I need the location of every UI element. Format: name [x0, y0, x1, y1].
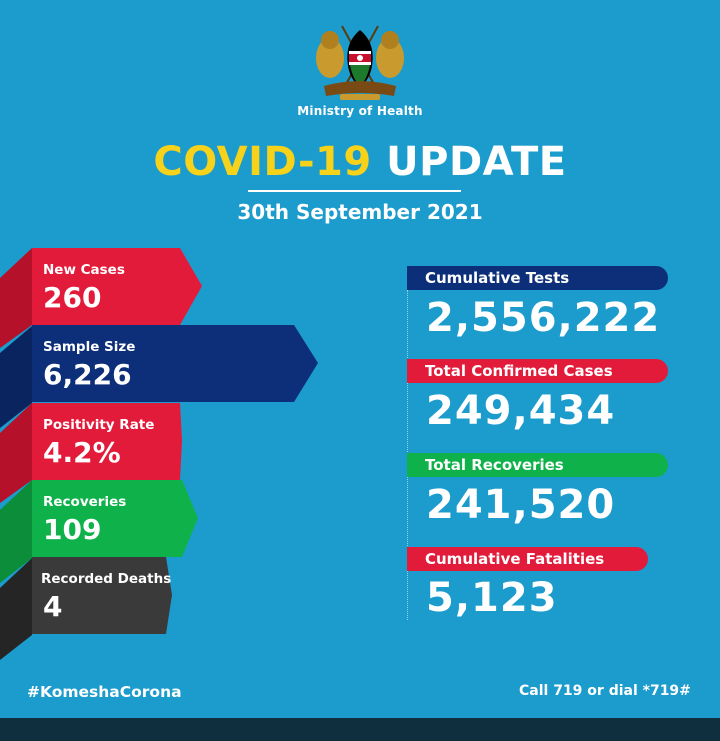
stat-label: New Cases	[43, 262, 125, 278]
cumulative-tests-label-pill: Cumulative Tests	[407, 266, 668, 290]
stack-side-tabs	[0, 248, 32, 660]
cumulative-fatalities-label: Cumulative Fatalities	[425, 550, 605, 568]
stat-value: 260	[43, 281, 102, 314]
stat-label: Positivity Rate	[43, 417, 155, 433]
cumulative-tests-label: Cumulative Tests	[425, 269, 570, 287]
total-confirmed-value: 249,434	[426, 388, 616, 434]
stat-label: Recoveries	[43, 494, 127, 510]
total-recoveries-value: 241,520	[426, 482, 616, 528]
stat-value: 4.2%	[43, 436, 121, 469]
stat-recoveries: Recoveries 109	[32, 480, 198, 557]
coat-of-arms-icon	[316, 25, 404, 100]
hotline-text: Call 719 or dial *719#	[519, 683, 691, 699]
hashtag-komesha-corona: #KomeshaCorona	[27, 683, 182, 701]
total-confirmed-label-pill: Total Confirmed Cases	[407, 359, 668, 383]
stat-positivity-rate: Positivity Rate 4.2%	[32, 403, 202, 480]
stat-recorded-deaths: Recorded Deaths 4	[32, 557, 172, 634]
cumulative-tests-value: 2,556,222	[426, 295, 661, 341]
stat-sample-size: Sample Size 6,226	[32, 325, 318, 402]
title-covid: COVID-19	[153, 139, 372, 185]
report-date: 30th September 2021	[237, 200, 483, 224]
ministry-label: Ministry of Health	[297, 104, 423, 118]
daily-stats-stack: New Cases 260 Sample Size 6,226 Positivi…	[0, 0, 330, 741]
bottom-strip	[0, 718, 720, 741]
stat-value: 6,226	[43, 358, 132, 391]
stat-value: 109	[43, 513, 102, 546]
total-recoveries-label-pill: Total Recoveries	[407, 453, 668, 477]
cumulative-fatalities-label-pill: Cumulative Fatalities	[407, 547, 648, 571]
stat-new-cases: New Cases 260	[32, 248, 202, 325]
title-underline	[248, 190, 461, 192]
title-update: UPDATE	[386, 139, 567, 185]
total-recoveries-label: Total Recoveries	[425, 456, 564, 474]
total-confirmed-label: Total Confirmed Cases	[425, 362, 613, 380]
stat-label: Recorded Deaths	[41, 571, 172, 587]
stat-value: 4	[43, 590, 63, 623]
page-title: COVID-19 UPDATE	[0, 138, 720, 186]
stat-label: Sample Size	[43, 339, 136, 355]
cumulative-fatalities-value: 5,123	[426, 575, 558, 621]
